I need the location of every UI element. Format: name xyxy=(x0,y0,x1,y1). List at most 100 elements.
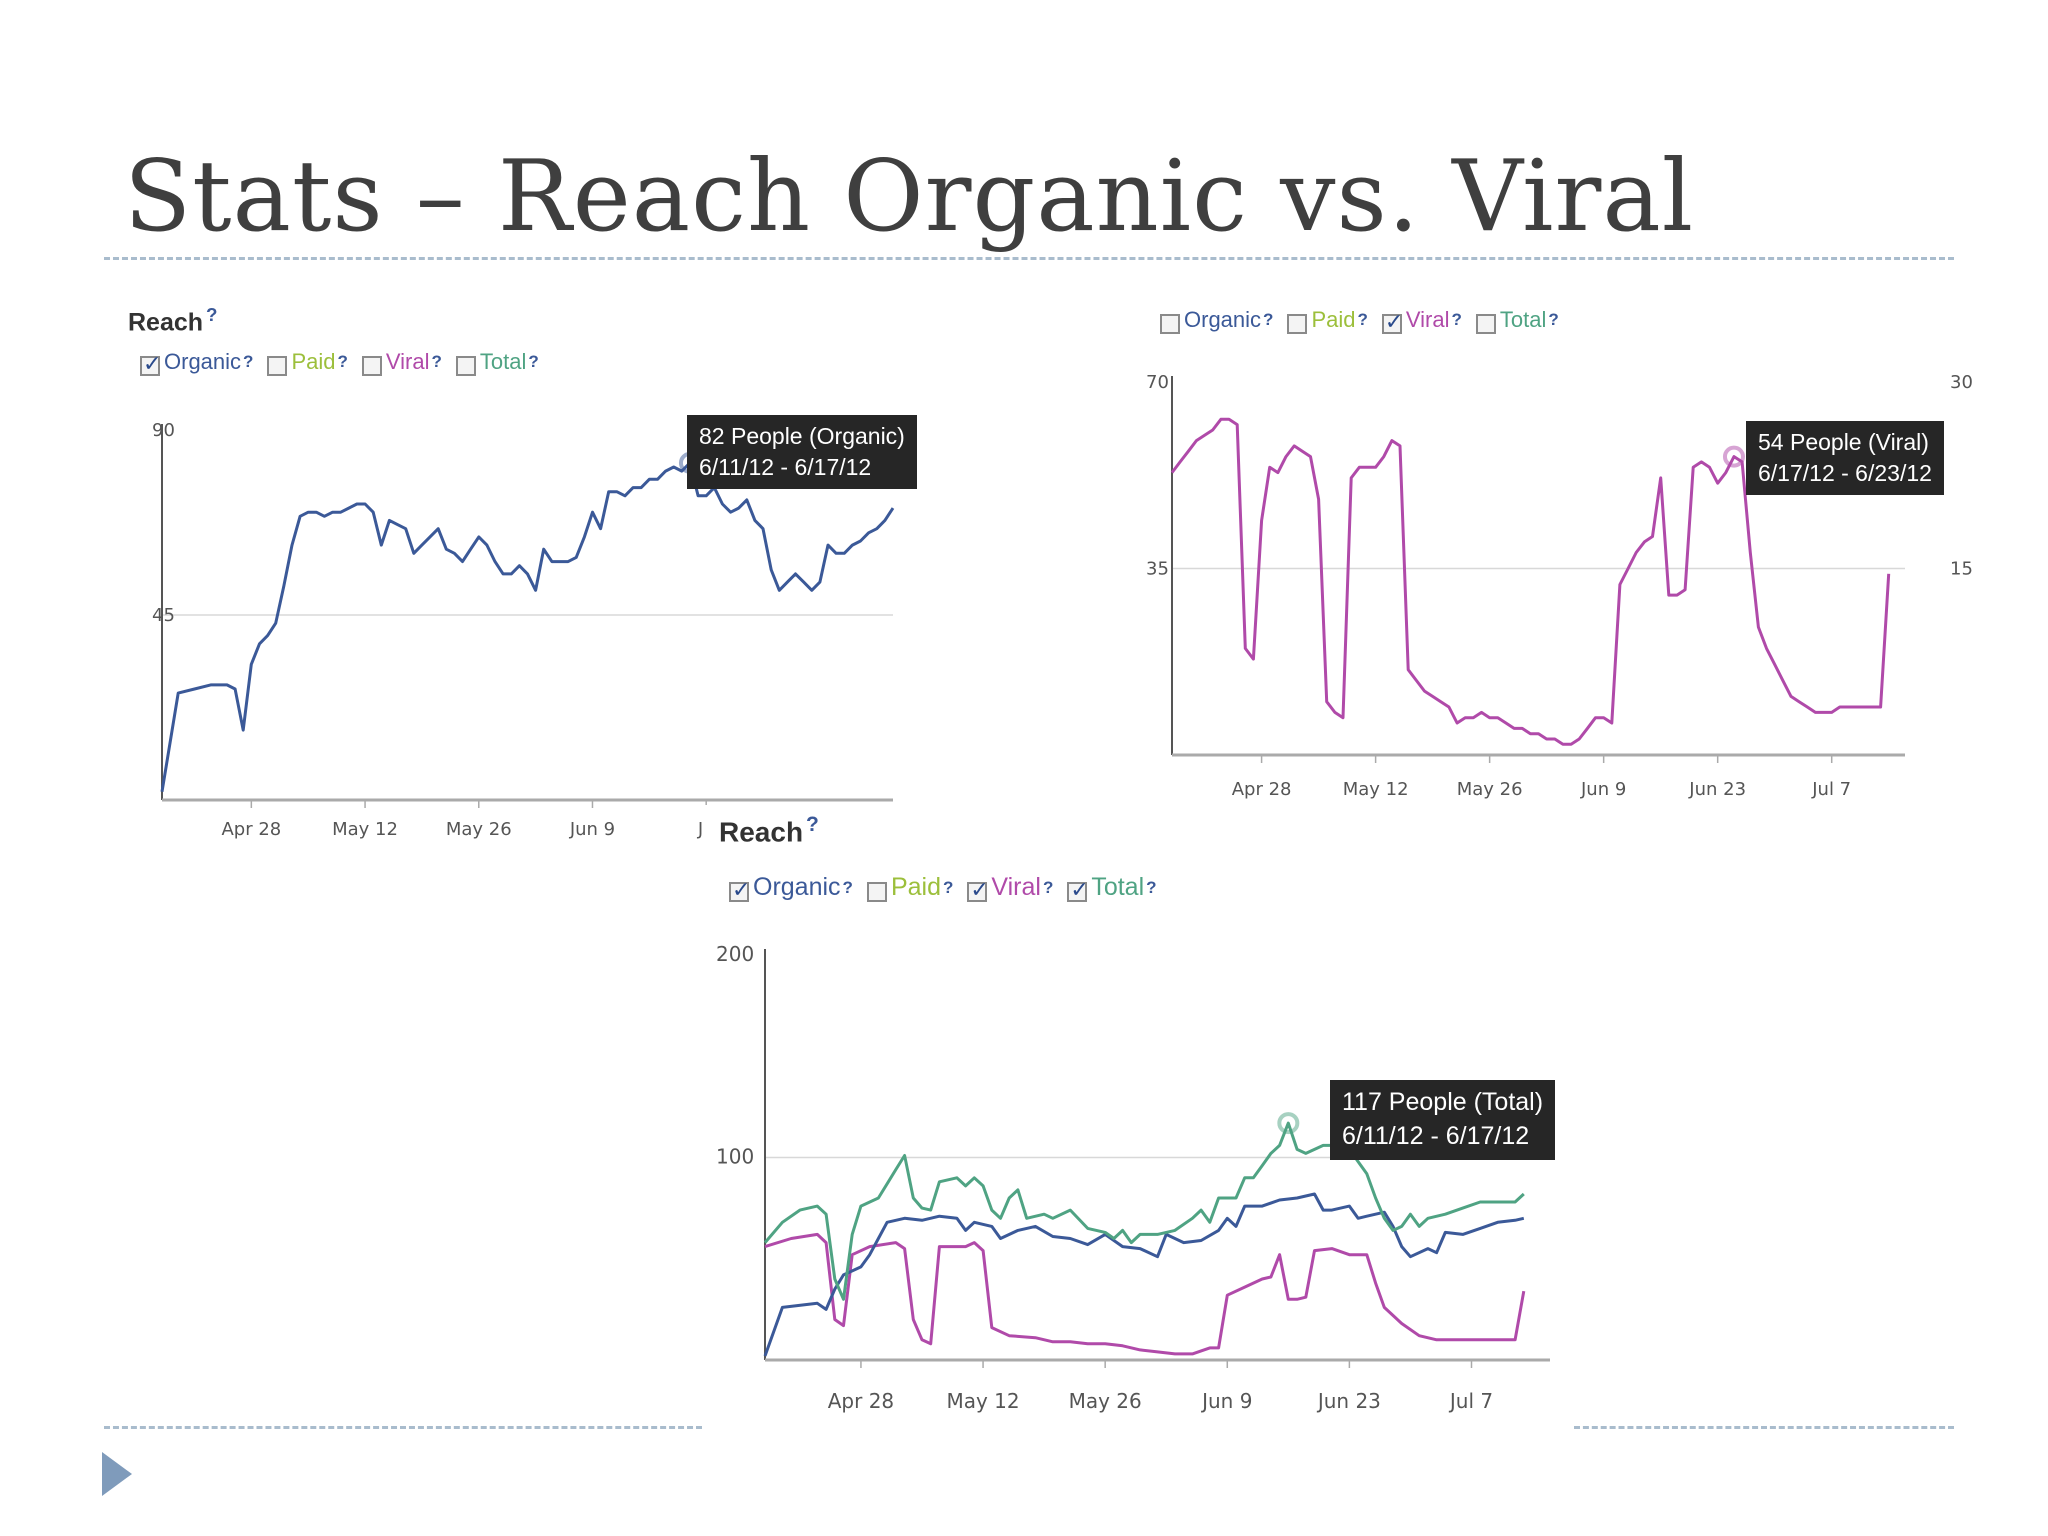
footer-divider-left xyxy=(104,1426,702,1429)
help-icon[interactable]: ? xyxy=(1042,877,1054,897)
x-tick-label: May 12 xyxy=(1343,779,1409,800)
checkbox-box-checked-icon[interactable] xyxy=(1381,310,1403,335)
series-line xyxy=(764,1232,1526,1356)
checkbox-label-total: Total xyxy=(479,349,527,374)
help-icon[interactable]: ? xyxy=(206,304,218,325)
help-icon[interactable]: ? xyxy=(243,352,254,371)
x-tick-label: Jul 7 xyxy=(1811,779,1851,800)
help-icon[interactable]: ? xyxy=(1263,310,1274,329)
checkbox-organic[interactable]: Organic? xyxy=(729,873,853,903)
tooltip-value: 117 People (Total) xyxy=(1342,1088,1544,1116)
series-line xyxy=(1170,417,1891,746)
checkbox-label-viral: Viral xyxy=(385,349,430,374)
checkbox-total[interactable]: Total? xyxy=(1475,306,1559,334)
x-tick-label: May 12 xyxy=(946,1389,1019,1413)
metric-checkboxes: Organic? Paid? Viral? Total? xyxy=(729,873,1171,903)
checkbox-box-icon[interactable] xyxy=(1475,314,1496,334)
data-tooltip: 117 People (Total) 6/11/12 - 6/17/12 xyxy=(1330,1080,1556,1160)
title-divider xyxy=(104,257,1954,260)
checkbox-total[interactable]: Total? xyxy=(455,348,539,376)
y-tick-label-right: 30 xyxy=(1950,372,1973,393)
checkbox-label-organic: Organic xyxy=(164,349,242,374)
tooltip-date-range: 6/11/12 - 6/17/12 xyxy=(1342,1121,1530,1150)
checkbox-label-organic: Organic xyxy=(753,873,841,901)
viral-reach-chart: 70 35 30 15 Apr 28 May 12 May 26 Jun 9 Jun 23 Jul… xyxy=(1146,372,1973,800)
reach-label: Reach? xyxy=(719,813,819,848)
combined-reach-panel: Reach? Organic? Paid? Viral? Total? 200 1… xyxy=(702,805,1574,1536)
checkbox-paid[interactable]: Paid? xyxy=(866,873,954,902)
x-tick-label: Jun 23 xyxy=(1316,1389,1381,1413)
data-tooltip: 82 People (Organic) 6/11/12 - 6/17/12 xyxy=(687,415,917,490)
help-icon[interactable]: ? xyxy=(842,877,853,897)
x-tick-label: Jun 23 xyxy=(1688,779,1746,800)
x-tick-label: May 26 xyxy=(446,819,512,840)
series-line xyxy=(160,461,895,793)
checkbox-box-icon[interactable] xyxy=(267,356,288,376)
checkbox-viral[interactable]: Viral? xyxy=(1381,306,1462,335)
x-tick-label: Apr 28 xyxy=(828,1389,894,1413)
checkbox-label-viral: Viral xyxy=(1405,307,1450,332)
checkbox-box-checked-icon[interactable] xyxy=(140,352,161,377)
checkbox-label-viral: Viral xyxy=(991,873,1041,901)
checkbox-box-icon[interactable] xyxy=(361,356,382,376)
y-tick-label: 35 xyxy=(1146,559,1169,580)
help-icon[interactable]: ? xyxy=(431,352,442,371)
metric-checkboxes: Organic? Paid? Viral? Total? xyxy=(1160,306,1573,335)
checkbox-paid[interactable]: Paid? xyxy=(267,348,348,376)
tooltip-date-range: 6/11/12 - 6/17/12 xyxy=(699,454,872,481)
checkbox-organic[interactable]: Organic? xyxy=(140,348,254,377)
help-icon[interactable]: ? xyxy=(528,352,539,371)
help-icon[interactable]: ? xyxy=(337,352,348,371)
x-tick-label: Jun 9 xyxy=(1580,779,1626,800)
y-tick-label: 200 xyxy=(716,942,754,966)
y-tick-label: 100 xyxy=(716,1145,754,1169)
checkbox-organic[interactable]: Organic? xyxy=(1160,306,1273,334)
x-tick-label: Apr 28 xyxy=(221,819,281,840)
checkbox-viral[interactable]: Viral? xyxy=(361,348,442,376)
help-icon[interactable]: ? xyxy=(806,813,819,836)
checkbox-label-total: Total xyxy=(1091,873,1145,901)
checkbox-box-icon[interactable] xyxy=(455,356,476,376)
series-line xyxy=(763,1192,1525,1357)
viral-reach-panel: Organic? Paid? Viral? Total? 70 35 30 15 Apr… xyxy=(1140,290,1980,820)
checkbox-paid[interactable]: Paid? xyxy=(1287,306,1368,334)
checkbox-label-organic: Organic xyxy=(1184,307,1262,332)
x-tick-label: May 26 xyxy=(1069,1389,1142,1413)
checkbox-viral[interactable]: Viral? xyxy=(967,873,1054,903)
checkbox-box-icon[interactable] xyxy=(866,881,887,902)
y-tick-label: 45 xyxy=(152,605,175,626)
checkbox-box-icon[interactable] xyxy=(1287,314,1308,334)
help-icon[interactable]: ? xyxy=(1451,310,1462,329)
x-tick-label: May 26 xyxy=(1457,779,1523,800)
checkbox-label-total: Total xyxy=(1499,307,1547,332)
highlight-point[interactable] xyxy=(1277,1112,1300,1135)
checkbox-box-checked-icon[interactable] xyxy=(1067,878,1089,903)
y-tick-label: 70 xyxy=(1146,372,1169,393)
help-icon[interactable]: ? xyxy=(1548,310,1559,329)
footer-divider-right xyxy=(1574,1426,1954,1429)
data-tooltip: 54 People (Viral) 6/17/12 - 6/23/12 xyxy=(1746,421,1944,496)
metric-checkboxes: Organic? Paid? Viral? Total? xyxy=(140,348,553,377)
x-tick-label: May 12 xyxy=(332,819,398,840)
checkbox-label-paid: Paid xyxy=(291,349,336,374)
checkbox-box-checked-icon[interactable] xyxy=(967,878,989,903)
x-tick-label: Jun 9 xyxy=(1200,1389,1252,1413)
checkbox-box-checked-icon[interactable] xyxy=(729,878,750,903)
checkbox-total[interactable]: Total? xyxy=(1067,873,1157,903)
x-tick-label: Apr 28 xyxy=(1232,779,1292,800)
checkbox-label-paid: Paid xyxy=(1311,307,1356,332)
bullet-arrow-icon xyxy=(102,1452,132,1496)
x-tick-label: Jun 9 xyxy=(569,819,615,840)
checkbox-box-icon[interactable] xyxy=(1160,314,1180,334)
reach-label-text: Reach xyxy=(719,816,804,848)
tooltip-date-range: 6/17/12 - 6/23/12 xyxy=(1758,460,1932,487)
combined-reach-chart: 200 100 Apr 28 May 12 May 26 Jun 9 Jun 23 Jul 7 xyxy=(716,942,1550,1413)
help-icon[interactable]: ? xyxy=(1146,877,1157,897)
highlight-point[interactable] xyxy=(1722,445,1745,468)
reach-label: Reach? xyxy=(128,304,218,337)
help-icon[interactable]: ? xyxy=(1357,310,1368,329)
help-icon[interactable]: ? xyxy=(942,877,954,897)
organic-reach-panel: Reach? Organic? Paid? Viral? Total? 90 45… xyxy=(110,290,917,850)
reach-label-text: Reach xyxy=(128,308,204,337)
